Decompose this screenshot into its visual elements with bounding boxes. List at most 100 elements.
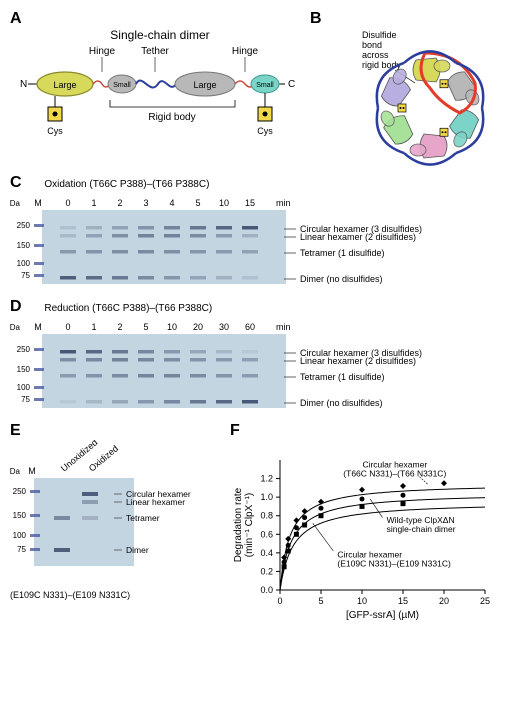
row-ef: E MkDaUnoxidizedOxidized25015010075Circu…	[10, 422, 510, 620]
panel-d: D Reduction (T66C P388)–(T66 P388C) MkDa…	[10, 298, 510, 416]
large2-text: Large	[193, 80, 216, 90]
svg-text:Linear hexamer: Linear hexamer	[126, 497, 185, 507]
panel-e-gel: MkDaUnoxidizedOxidized25015010075Circula…	[10, 440, 230, 590]
panel-b-label: B	[310, 10, 322, 27]
svg-text:20: 20	[439, 596, 449, 606]
svg-text:150: 150	[17, 241, 31, 250]
svg-text:0.0: 0.0	[260, 585, 273, 595]
svg-text:1.2: 1.2	[260, 474, 273, 484]
panel-b-diagram: Disulfide bond across rigid body	[310, 28, 510, 168]
svg-text:kDa: kDa	[10, 199, 21, 208]
svg-text:5: 5	[195, 198, 200, 208]
svg-text:150: 150	[13, 511, 27, 520]
panel-c-title: Oxidation (T66C P388)–(T66 P388C)	[44, 179, 209, 190]
svg-text:25: 25	[480, 596, 490, 606]
svg-text:Circular hexamer(E109C N331)–(: Circular hexamer(E109C N331)–(E109 N331C…	[337, 550, 451, 569]
svg-text:Dimer: Dimer	[126, 545, 149, 555]
svg-text:kDa: kDa	[10, 323, 21, 332]
svg-text:2: 2	[117, 198, 122, 208]
svg-text:60: 60	[245, 322, 255, 332]
svg-text:100: 100	[13, 531, 27, 540]
panel-d-label: D	[10, 298, 22, 315]
c-term: C	[288, 79, 295, 90]
panel-a: A Single-chain dimer Hinge Tether Hinge …	[10, 10, 310, 168]
svg-text:min: min	[276, 198, 291, 208]
tether-label: Tether	[141, 46, 169, 57]
svg-text:150: 150	[17, 365, 31, 374]
svg-text:kDa: kDa	[10, 467, 21, 476]
hinge2-label: Hinge	[232, 46, 259, 57]
svg-text:Dimer (no disulfides): Dimer (no disulfides)	[300, 398, 383, 408]
n-term: N	[20, 79, 27, 90]
svg-text:250: 250	[17, 345, 31, 354]
panel-d-gel: MkDa25015010075012510203060minCircular h…	[10, 316, 510, 416]
svg-text:0.6: 0.6	[260, 529, 273, 539]
svg-text:20: 20	[193, 322, 203, 332]
svg-text:75: 75	[21, 395, 30, 404]
panel-e: E MkDaUnoxidizedOxidized25015010075Circu…	[10, 422, 230, 620]
svg-text:10: 10	[167, 322, 177, 332]
cys2-label: Cys	[257, 126, 273, 136]
svg-text:10: 10	[219, 198, 229, 208]
panel-c-label: C	[10, 174, 22, 191]
svg-text:M: M	[28, 466, 36, 476]
svg-text:30: 30	[219, 322, 229, 332]
svg-text:M: M	[34, 322, 42, 332]
svg-text:5: 5	[318, 596, 323, 606]
svg-text:100: 100	[17, 259, 31, 268]
panel-b: B Disulfide bond across rigid body	[310, 10, 510, 168]
rigid-body-label: Rigid body	[148, 112, 195, 123]
svg-text:10: 10	[357, 596, 367, 606]
svg-text:0.8: 0.8	[260, 511, 273, 521]
hinge1-label: Hinge	[89, 46, 116, 57]
large1-text: Large	[53, 80, 76, 90]
svg-text:250: 250	[13, 487, 27, 496]
svg-text:1.0: 1.0	[260, 492, 273, 502]
svg-text:Circular hexamer(T66C N331)–(T: Circular hexamer(T66C N331)–(T66 N331C)	[343, 459, 446, 478]
panel-f-chart: 05101520250.00.20.40.60.81.01.2[GFP-ssrA…	[230, 440, 510, 620]
svg-text:Linear hexamer (2 disulfides): Linear hexamer (2 disulfides)	[300, 232, 416, 242]
row-ab: A Single-chain dimer Hinge Tether Hinge …	[10, 10, 510, 168]
svg-text:15: 15	[398, 596, 408, 606]
svg-text:Dimer (no disulfides): Dimer (no disulfides)	[300, 274, 383, 284]
svg-text:0.2: 0.2	[260, 566, 273, 576]
svg-text:Tetramer (1 disulfide): Tetramer (1 disulfide)	[300, 248, 385, 258]
hinge1-line	[93, 81, 110, 87]
panel-d-title: Reduction (T66C P388)–(T66 P388C)	[44, 303, 212, 314]
svg-text:3: 3	[143, 198, 148, 208]
hexamer-ring	[377, 51, 484, 164]
svg-text:1: 1	[91, 322, 96, 332]
svg-text:[GFP-ssrA] (µM): [GFP-ssrA] (µM)	[346, 610, 419, 620]
svg-text:0: 0	[65, 322, 70, 332]
panel-a-diagram: Hinge Tether Hinge N C Large Small Large	[10, 42, 300, 152]
panel-f-label: F	[230, 422, 240, 439]
svg-text:Tetramer (1 disulfide): Tetramer (1 disulfide)	[300, 372, 385, 382]
svg-text:250: 250	[17, 221, 31, 230]
panel-c: C Oxidation (T66C P388)–(T66 P388C) MkDa…	[10, 174, 510, 292]
svg-text:1: 1	[91, 198, 96, 208]
panel-e-caption: (E109C N331)–(E109 N331C)	[10, 590, 230, 600]
svg-text:75: 75	[21, 271, 30, 280]
tether-line	[136, 81, 176, 88]
svg-text:min: min	[276, 322, 291, 332]
panel-f: F 05101520250.00.20.40.60.81.01.2[GFP-ss…	[230, 422, 510, 620]
svg-text:Degradation rate(min⁻¹ ClpX⁻¹): Degradation rate(min⁻¹ ClpX⁻¹)	[233, 487, 255, 562]
panel-a-title: Single-chain dimer	[10, 28, 310, 42]
rigid-body-bracket	[110, 100, 235, 107]
svg-text:Wild-type ClpXΔNsingle-chain d: Wild-type ClpXΔNsingle-chain dimer	[387, 515, 456, 534]
svg-text:100: 100	[17, 383, 31, 392]
small1-text: Small	[113, 82, 131, 89]
svg-text:75: 75	[17, 545, 26, 554]
panel-a-label: A	[10, 10, 22, 27]
cys1-label: Cys	[47, 126, 63, 136]
panel-e-label: E	[10, 422, 21, 439]
svg-text:4: 4	[169, 198, 174, 208]
svg-text:Linear hexamer (2 disulfides): Linear hexamer (2 disulfides)	[300, 356, 416, 366]
svg-text:0: 0	[277, 596, 282, 606]
svg-text:M: M	[34, 198, 42, 208]
svg-text:5: 5	[143, 322, 148, 332]
svg-text:0: 0	[65, 198, 70, 208]
svg-text:15: 15	[245, 198, 255, 208]
panel-c-gel: MkDa250150100750123451015minCircular hex…	[10, 192, 510, 292]
svg-text:2: 2	[117, 322, 122, 332]
